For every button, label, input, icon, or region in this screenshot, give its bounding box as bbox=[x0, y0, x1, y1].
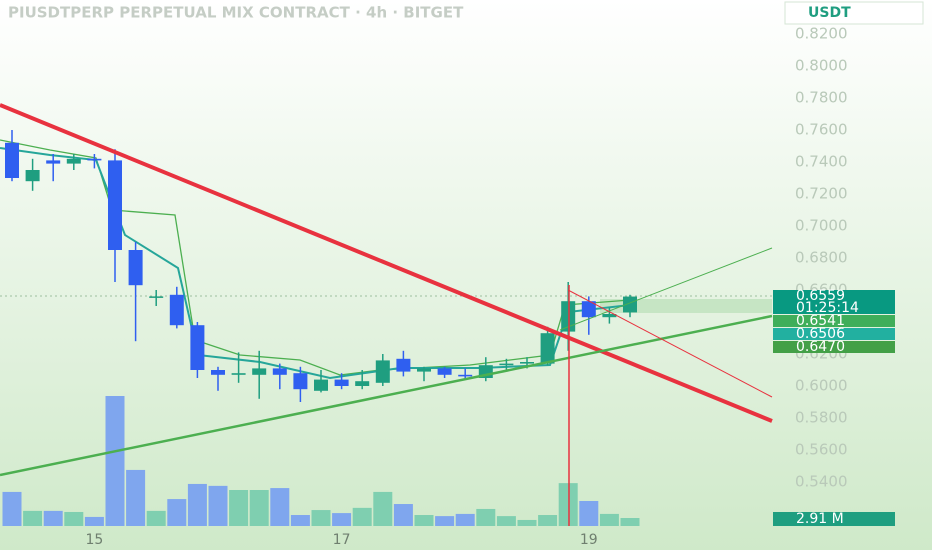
volume-bar bbox=[229, 489, 249, 526]
volume-bar bbox=[599, 513, 619, 526]
volume-bar bbox=[187, 483, 207, 526]
volume-bar bbox=[249, 489, 269, 526]
candle-body bbox=[149, 296, 164, 298]
volume-bar bbox=[455, 513, 475, 526]
currency-box[interactable] bbox=[784, 1, 924, 25]
volume-bar bbox=[352, 507, 372, 526]
volume-bar bbox=[620, 518, 640, 526]
chart-title: PIUSDTPERP PERPETUAL MIX CONTRACT · 4h ·… bbox=[8, 4, 464, 22]
volume-bar bbox=[311, 510, 331, 526]
trend-line[interactable] bbox=[0, 103, 773, 423]
price-label: 0.6541 bbox=[796, 313, 845, 329]
volume-bar bbox=[538, 515, 558, 526]
candle-body bbox=[190, 325, 205, 370]
volume-bar bbox=[84, 516, 104, 526]
price-label-box bbox=[773, 341, 895, 353]
candle-body bbox=[581, 301, 596, 318]
candle-body bbox=[540, 333, 555, 364]
price-label-box bbox=[773, 315, 895, 327]
y-tick-label: 0.7000 bbox=[795, 217, 848, 235]
volume-bar bbox=[43, 510, 63, 526]
volume-bar bbox=[126, 469, 146, 526]
y-tick-label: 0.6000 bbox=[795, 377, 848, 395]
y-tick-label: 0.5800 bbox=[795, 409, 848, 427]
price-label: 0.6470 bbox=[796, 339, 845, 355]
candle-body bbox=[25, 170, 40, 182]
volume-bar bbox=[105, 396, 125, 526]
x-tick-label: 19 bbox=[580, 532, 598, 548]
candle-body bbox=[211, 370, 225, 375]
volume-label-box bbox=[773, 512, 895, 526]
volume-bar bbox=[23, 510, 43, 526]
volume-bar bbox=[208, 485, 228, 526]
candle-body bbox=[623, 296, 637, 313]
y-tick-label: 0.7200 bbox=[795, 185, 848, 203]
volume-bar bbox=[167, 499, 187, 526]
candle-body bbox=[499, 363, 514, 366]
candle-body bbox=[561, 301, 576, 332]
countdown: 01:25:14 bbox=[796, 300, 859, 316]
candle-body bbox=[128, 250, 143, 286]
volume-bar bbox=[496, 516, 516, 526]
candle-body bbox=[458, 374, 473, 377]
candle-body bbox=[108, 160, 122, 250]
candle-body bbox=[334, 379, 349, 386]
candle-body bbox=[437, 368, 452, 375]
volume-bar bbox=[476, 508, 496, 526]
price-label: 0.6506 bbox=[796, 326, 845, 342]
candle-body bbox=[602, 314, 617, 318]
trend-line[interactable] bbox=[567, 289, 773, 398]
y-tick-label: 0.7800 bbox=[795, 89, 848, 107]
price-label-box bbox=[773, 290, 895, 314]
volume-bar bbox=[579, 500, 599, 526]
y-tick-label: 0.5400 bbox=[795, 473, 848, 491]
y-tick-label: 0.7600 bbox=[795, 121, 848, 139]
candle-body bbox=[355, 381, 370, 386]
y-tick-label: 0.7400 bbox=[795, 153, 848, 171]
volume-bar bbox=[435, 516, 455, 526]
candle-body bbox=[87, 158, 102, 161]
volume-bar bbox=[2, 491, 22, 526]
candle-body bbox=[293, 373, 308, 390]
trend-line[interactable] bbox=[0, 314, 773, 477]
volume-bar bbox=[414, 515, 434, 526]
price-label-box bbox=[773, 328, 895, 340]
volume-bar bbox=[517, 519, 537, 526]
y-tick-label: 0.8200 bbox=[795, 25, 848, 43]
volume-bar bbox=[290, 515, 310, 526]
candle-body bbox=[169, 294, 184, 326]
volume-bar bbox=[146, 510, 166, 526]
candle-body bbox=[5, 142, 19, 178]
volume-label: 2.91 M bbox=[796, 511, 844, 527]
volume-bar bbox=[393, 504, 413, 526]
volume-bar bbox=[373, 491, 393, 526]
candle-body bbox=[231, 373, 246, 375]
candle-body bbox=[520, 362, 534, 364]
volume-bar bbox=[332, 513, 352, 526]
volume-bar bbox=[558, 483, 578, 526]
y-tick-label: 0.8000 bbox=[795, 57, 848, 75]
price-label: 0.6559 bbox=[796, 288, 845, 304]
candle-body bbox=[375, 360, 390, 383]
currency[interactable]: USDT bbox=[808, 5, 851, 21]
candle-body bbox=[66, 158, 81, 164]
candle-body bbox=[272, 368, 287, 375]
candle-body bbox=[46, 160, 61, 164]
candle-body bbox=[252, 368, 267, 375]
candle-body bbox=[417, 368, 431, 372]
y-tick-label: 0.6800 bbox=[795, 249, 848, 267]
trend-line[interactable] bbox=[559, 247, 773, 331]
x-tick-label: 17 bbox=[333, 532, 351, 548]
candle-body bbox=[314, 379, 328, 391]
zone bbox=[600, 299, 772, 313]
candle-body bbox=[396, 358, 411, 372]
x-tick-label: 15 bbox=[85, 532, 103, 548]
volume-bar bbox=[270, 488, 290, 526]
volume-bar bbox=[64, 511, 84, 526]
y-tick-label: 0.5600 bbox=[795, 441, 848, 459]
